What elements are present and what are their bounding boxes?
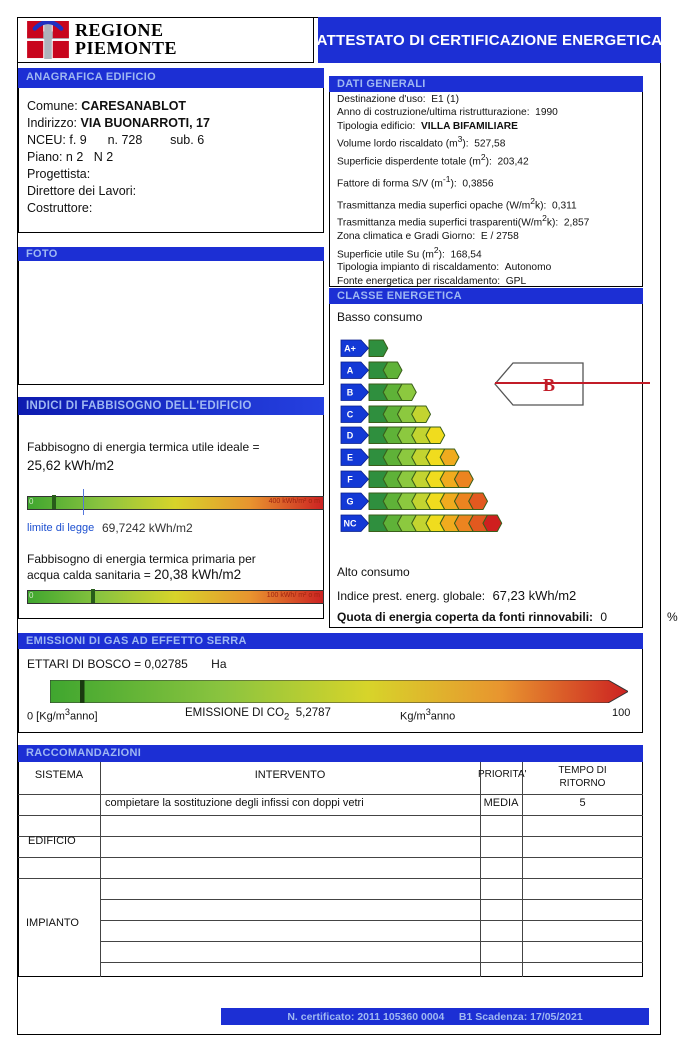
svg-text:C: C bbox=[347, 409, 354, 419]
svg-text:B: B bbox=[543, 375, 555, 395]
svg-text:D: D bbox=[347, 431, 354, 441]
svg-text:G: G bbox=[346, 496, 353, 506]
svg-text:NC: NC bbox=[344, 518, 357, 528]
svg-text:A: A bbox=[347, 365, 354, 375]
svg-text:B: B bbox=[347, 387, 354, 397]
svg-text:F: F bbox=[347, 474, 353, 484]
svg-text:E: E bbox=[347, 453, 353, 463]
svg-text:A+: A+ bbox=[344, 343, 356, 353]
